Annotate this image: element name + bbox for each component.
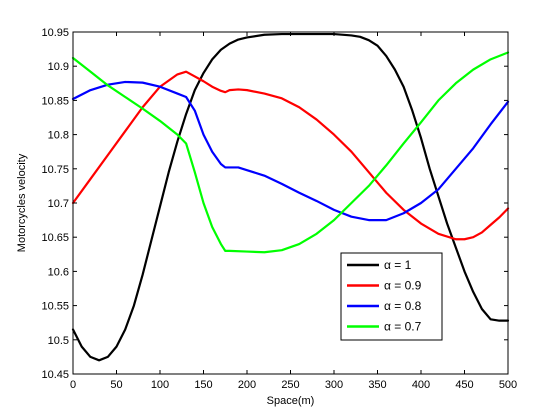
y-tick-label: 10.55 — [41, 301, 69, 313]
x-tick-label: 350 — [368, 379, 386, 391]
y-tick-label: 10.65 — [41, 232, 69, 244]
y-tick-label: 10.6 — [48, 266, 69, 278]
y-tick-label: 10.5 — [48, 335, 69, 347]
legend: α = 1 α = 0.9 α = 0.8 α = 0.7 — [340, 252, 443, 341]
x-tick-label: 100 — [151, 379, 169, 391]
y-axis-title: Motorcycles velocity — [16, 153, 28, 252]
axis-ticks: 0 50 100 150 200 250 300 350 400 450 500 10.45 10.5 1… — [41, 27, 517, 391]
legend-box — [340, 252, 443, 341]
x-tick-label: 500 — [499, 379, 517, 391]
y-tick-label: 10.75 — [41, 164, 69, 176]
y-tick-label: 10.45 — [41, 369, 69, 381]
y-tick-label: 10.85 — [41, 95, 69, 107]
series-line-2 — [71, 80, 510, 222]
x-tick-label: 300 — [325, 379, 343, 391]
y-tick-label: 10.8 — [48, 130, 69, 142]
y-tick-label: 10.9 — [48, 61, 69, 73]
x-tick-label: 150 — [194, 379, 212, 391]
x-tick-label: 200 — [238, 379, 256, 391]
legend-label-2: α = 0.8 — [384, 299, 422, 313]
x-tick-label: 250 — [281, 379, 299, 391]
series-line-3 — [71, 51, 510, 254]
x-tick-label: 50 — [110, 379, 122, 391]
x-tick-label: 0 — [70, 379, 76, 391]
legend-label-0: α = 1 — [384, 258, 412, 272]
legend-label-3: α = 0.7 — [384, 320, 422, 334]
x-axis-title: Space(m) — [267, 395, 315, 407]
x-tick-label: 400 — [412, 379, 430, 391]
plot-area — [71, 31, 510, 375]
series-line-1 — [71, 70, 510, 241]
y-tick-label: 10.7 — [48, 198, 69, 210]
legend-label-1: α = 0.9 — [384, 279, 422, 293]
series-line-0 — [71, 32, 510, 362]
y-tick-label: 10.95 — [41, 27, 69, 39]
x-tick-label: 450 — [455, 379, 473, 391]
